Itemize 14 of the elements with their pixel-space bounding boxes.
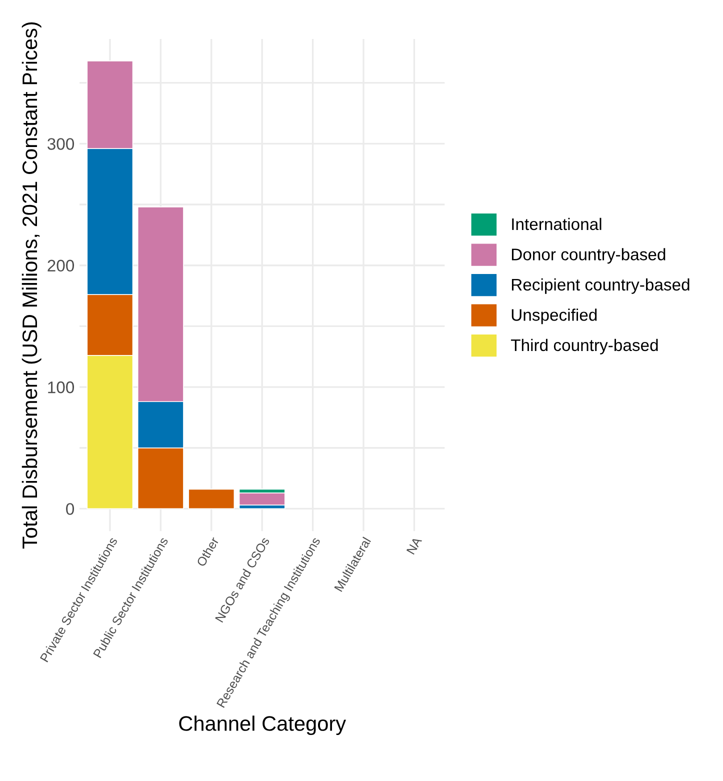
x-axis-title: Channel Category [179,716,346,736]
y-tick-label: 100 [48,381,74,394]
x-tick-label: NA [406,536,422,555]
legend-label: Donor country-based [512,248,666,264]
legend-label: Recipient country-based [512,278,690,294]
y-axis-title: Total Disbursement (USD Millions, 2021 Constant Prices) [22,22,42,549]
legend-label: Unspecified [512,308,597,324]
y-tick-label: 0 [66,503,74,515]
bar [238,492,286,506]
y-tick-label: 200 [48,260,74,272]
legend-label: Third country-based [510,338,658,354]
bar [188,488,235,510]
legend-label: International [512,218,602,230]
y-tick-label: 300 [48,138,74,150]
